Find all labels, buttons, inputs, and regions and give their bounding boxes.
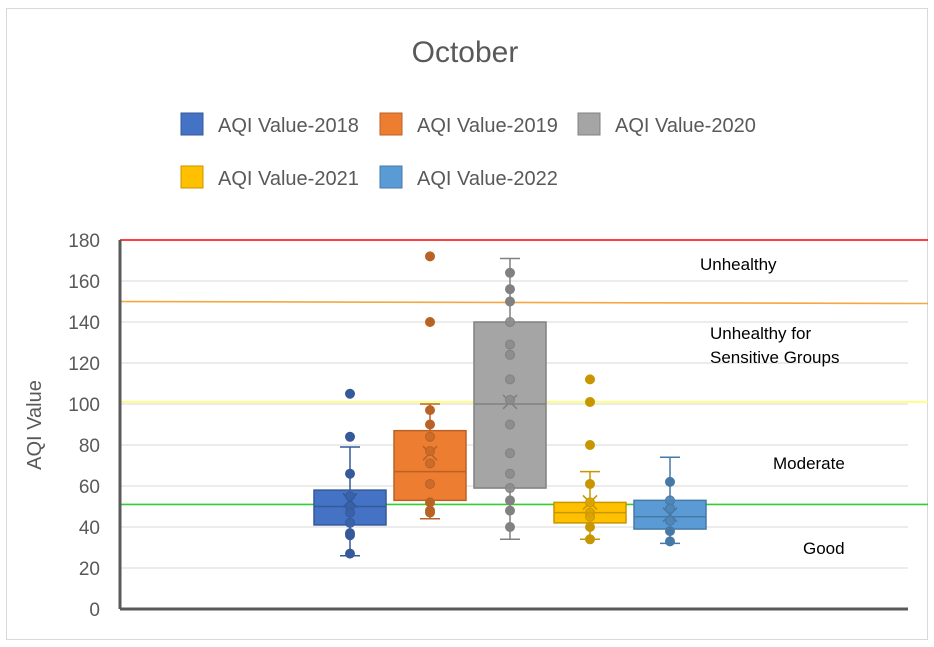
data-point	[585, 478, 595, 489]
data-point	[505, 296, 515, 307]
legend-label: AQI Value-2021	[218, 168, 359, 190]
legend-label: AQI Value-2020	[615, 115, 756, 137]
data-point	[505, 349, 515, 360]
y-tick-labels: 0 20 40 60 80 100 120 140 160 180	[68, 231, 100, 621]
data-point	[505, 419, 515, 430]
data-point	[425, 431, 435, 442]
outlier-point	[585, 374, 595, 385]
zone-labels: Unhealthy Unhealthy for Sensitive Groups Mo…	[700, 255, 845, 558]
reference-line	[119, 300, 929, 305]
y-tick-label: 60	[79, 477, 100, 498]
data-point	[585, 534, 595, 545]
data-point	[665, 526, 675, 537]
legend-swatch	[379, 112, 403, 136]
legend-swatch	[577, 112, 601, 136]
y-tick-label: 140	[68, 313, 100, 334]
box-5	[633, 456, 707, 547]
data-point	[505, 317, 515, 327]
zone-label: Unhealthy	[700, 255, 777, 274]
box-1	[313, 388, 387, 559]
data-point	[665, 503, 675, 514]
data-point	[345, 530, 355, 541]
legend-item-2: AQI Value-2019	[379, 112, 558, 137]
data-point	[505, 267, 515, 278]
y-axis-label: AQI Value	[24, 380, 46, 470]
legend-swatch	[180, 165, 204, 189]
data-point	[425, 405, 435, 416]
data-point	[425, 478, 435, 489]
data-point	[505, 374, 515, 385]
data-point	[425, 419, 435, 430]
boxes	[313, 251, 707, 559]
axes	[118, 240, 908, 611]
data-point	[345, 468, 355, 479]
data-point	[585, 511, 595, 522]
data-point	[425, 446, 435, 457]
legend-item-4: AQI Value-2021	[180, 165, 359, 190]
data-point	[505, 394, 515, 405]
legend-item-3: AQI Value-2020	[577, 112, 756, 137]
legend: AQI Value-2018 AQI Value-2019 AQI Value-20…	[180, 112, 756, 190]
outlier-point	[345, 388, 355, 399]
data-point	[665, 476, 675, 487]
box-3	[473, 257, 547, 541]
data-point	[505, 495, 515, 506]
data-point	[425, 497, 435, 508]
y-tick-label: 0	[89, 600, 100, 621]
chart-title: October	[412, 36, 519, 69]
legend-swatch	[180, 112, 204, 136]
outlier-point	[585, 440, 595, 450]
y-tick-label: 40	[79, 518, 100, 539]
zone-label: Sensitive Groups	[710, 348, 839, 367]
y-tick-label: 100	[68, 395, 100, 416]
data-point	[345, 491, 355, 502]
y-tick-label: 20	[79, 559, 100, 580]
y-tick-label: 80	[79, 436, 100, 457]
outlier-point	[585, 396, 595, 407]
data-point	[665, 515, 675, 526]
data-point	[505, 483, 515, 494]
legend-item-5: AQI Value-2022	[379, 165, 558, 190]
legend-swatch	[379, 165, 403, 189]
data-point	[345, 548, 355, 559]
data-point	[505, 468, 515, 479]
outlier-point	[425, 317, 435, 327]
box-2	[393, 251, 467, 520]
data-point	[505, 522, 515, 532]
data-point	[425, 458, 435, 469]
y-tick-label: 180	[68, 231, 100, 252]
data-point	[665, 536, 675, 547]
zone-label: Moderate	[773, 454, 845, 473]
legend-item-1: AQI Value-2018	[180, 112, 359, 137]
data-point	[345, 507, 355, 518]
data-point	[345, 517, 355, 528]
legend-label: AQI Value-2022	[417, 168, 558, 190]
legend-label: AQI Value-2018	[218, 115, 359, 137]
data-point	[505, 448, 515, 459]
data-point	[505, 339, 515, 350]
outlier-point	[425, 251, 435, 262]
y-tick-label: 120	[68, 354, 100, 375]
data-point	[505, 505, 515, 516]
outlier-point	[345, 431, 355, 442]
y-tick-label: 160	[68, 272, 100, 293]
data-point	[505, 284, 515, 295]
box-4	[553, 374, 627, 545]
data-point	[585, 497, 595, 508]
legend-label: AQI Value-2019	[417, 115, 558, 137]
data-point	[665, 495, 675, 506]
data-point	[585, 522, 595, 532]
zone-label: Unhealthy for	[710, 324, 811, 343]
zone-label: Good	[803, 539, 845, 558]
chart-frame	[6, 8, 928, 640]
iqr-box	[473, 321, 547, 489]
data-point	[425, 507, 435, 518]
